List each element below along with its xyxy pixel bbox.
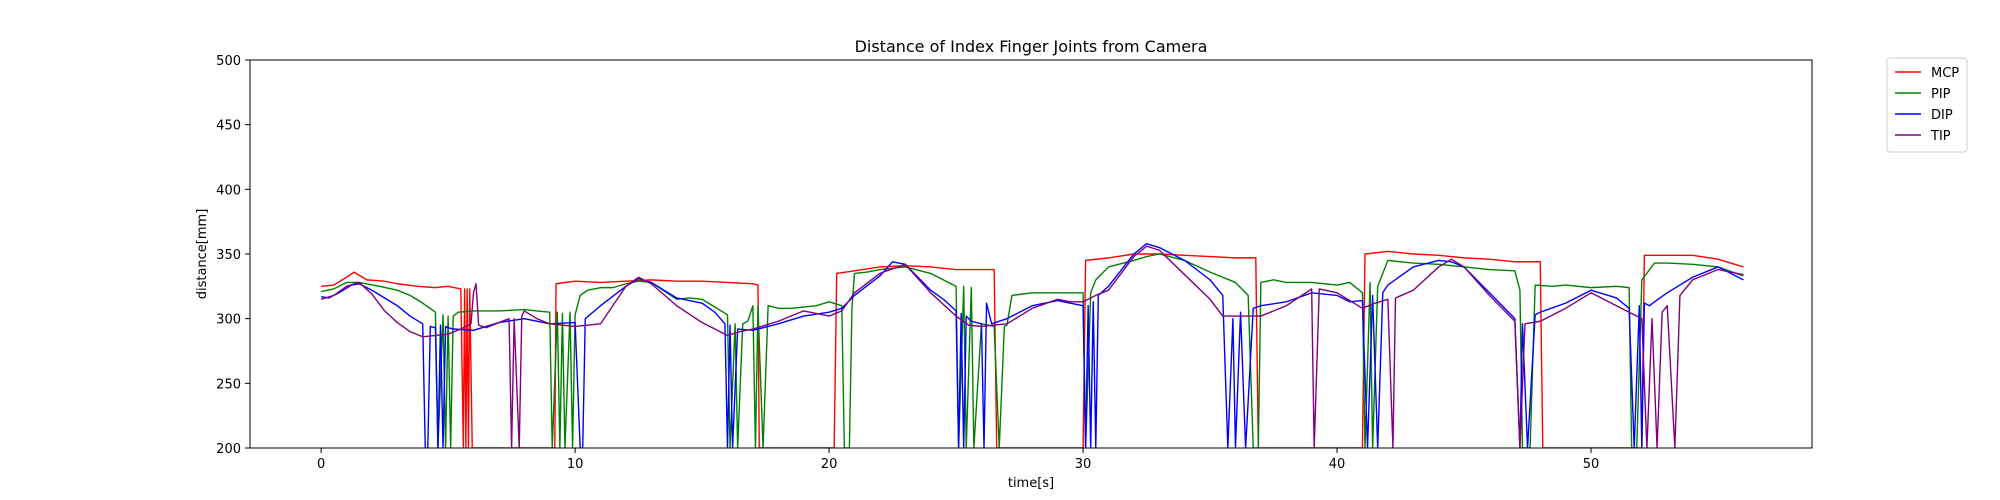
legend-label-pip: PIP [1931,87,1951,102]
x-axis: 0 10 20 30 40 50 [317,448,1599,472]
y-tick-label: 350 [216,248,241,263]
y-axis: 200 250 300 350 400 450 500 [216,54,250,457]
series-line-pip [320,253,1744,448]
y-tick-label: 200 [216,442,241,457]
x-tick-label: 30 [1075,457,1092,472]
x-axis-label: time[s] [1008,476,1054,491]
legend-label-dip: DIP [1931,108,1953,123]
series-line-dip [321,242,1744,448]
y-tick-label: 500 [216,54,241,69]
legend-label-mcp: MCP [1931,66,1959,81]
series-line-mcp [321,250,1744,448]
x-tick-label: 10 [567,457,584,472]
plot-frame [249,59,1813,449]
legend: MCP PIP DIP TIP [1886,57,1968,153]
chart-title: Distance of Index Finger Joints from Cam… [855,37,1208,56]
series-line-tip [320,245,1744,448]
legend-label-tip: TIP [1930,129,1951,144]
x-tick-label: 40 [1329,457,1346,472]
x-tick-label: 50 [1583,457,1600,472]
y-tick-label: 450 [216,119,241,134]
y-tick-label: 400 [216,183,241,198]
y-tick-label: 300 [216,313,241,328]
x-tick-label: 0 [317,457,325,472]
legend-box [1886,57,1968,153]
y-axis-label: distance[mm] [195,209,210,300]
x-tick-label: 20 [821,457,838,472]
y-tick-label: 250 [216,377,241,392]
